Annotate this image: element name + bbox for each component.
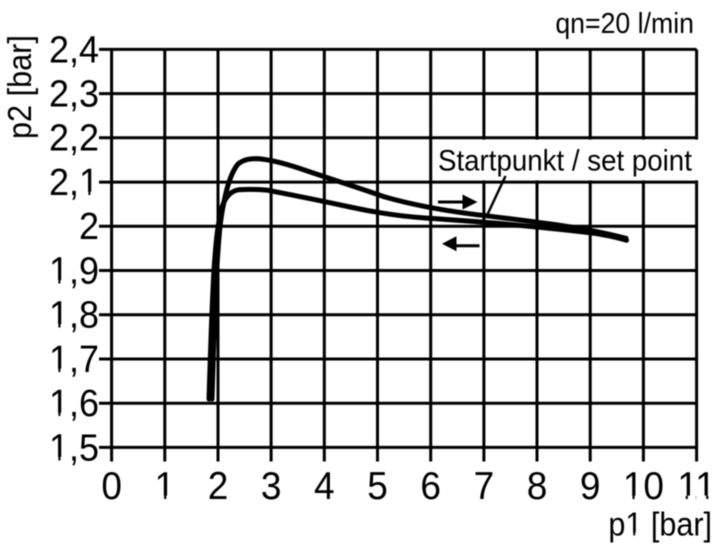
- svg-text:2,3: 2,3: [49, 73, 99, 115]
- svg-text:2,2: 2,2: [49, 117, 99, 159]
- svg-text:7: 7: [474, 465, 495, 508]
- svg-text:2,1: 2,1: [49, 161, 99, 203]
- svg-text:p1 [bar]: p1 [bar]: [608, 505, 712, 542]
- svg-text:11: 11: [677, 465, 715, 508]
- svg-text:1,7: 1,7: [49, 338, 99, 380]
- svg-text:1: 1: [155, 465, 176, 508]
- svg-text:8: 8: [527, 465, 548, 508]
- svg-text:1,8: 1,8: [49, 294, 99, 336]
- svg-text:9: 9: [580, 465, 601, 508]
- svg-text:1,9: 1,9: [49, 250, 99, 292]
- svg-text:5: 5: [367, 465, 388, 508]
- svg-text:p2 [bar]: p2 [bar]: [1, 35, 38, 139]
- svg-text:2,4: 2,4: [49, 28, 99, 70]
- svg-text:qn=20 l/min: qn=20 l/min: [555, 7, 694, 39]
- svg-text:Startpunkt / set point: Startpunkt / set point: [438, 145, 692, 178]
- svg-text:2: 2: [79, 205, 99, 247]
- svg-text:3: 3: [261, 465, 282, 508]
- svg-text:2: 2: [208, 465, 229, 508]
- svg-text:0: 0: [101, 465, 122, 508]
- svg-text:4: 4: [314, 465, 335, 508]
- svg-text:10: 10: [623, 465, 664, 508]
- svg-text:1,6: 1,6: [49, 382, 99, 424]
- svg-text:1,5: 1,5: [49, 426, 99, 468]
- svg-text:6: 6: [420, 465, 441, 508]
